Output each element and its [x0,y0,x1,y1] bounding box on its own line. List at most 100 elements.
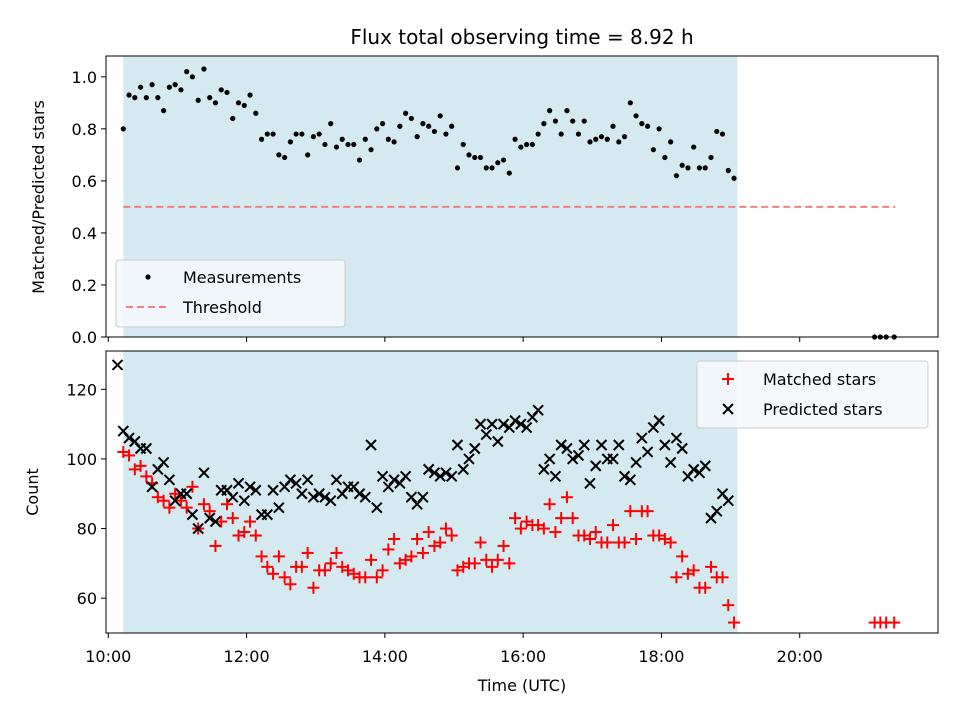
matched-star-point [664,536,677,549]
measurement-point [397,123,403,129]
measurement-point [333,144,340,150]
legend-matched-label: Matched stars [763,370,876,389]
measurement-point [339,136,345,142]
measurement-point [454,165,461,171]
measurement-point [212,100,219,106]
predicted-star-point [330,474,343,486]
matched-star-point [439,522,452,535]
predicted-star-point [480,428,492,441]
measurement-point [696,165,703,171]
measurement-point [708,154,714,161]
bottom-axes-frame [105,350,939,634]
legend-measurements-label: Measurements [183,268,301,287]
measurement-point [345,141,351,148]
matched-star-point [209,539,222,552]
matched-star-point [503,557,516,570]
predicted-star-point [469,442,481,455]
measurement-point [552,118,559,124]
measurement-point [322,141,328,148]
measurement-point [328,121,334,127]
bottom-y-tick-label: 80 [77,520,97,539]
predicted-star-point [186,508,199,521]
measurement-point [679,162,685,168]
matched-star-point [676,550,689,563]
bottom-y-tick-label: 60 [77,589,97,608]
measurement-point [506,170,512,176]
predicted-star-point [653,414,665,427]
measurement-point [391,139,397,145]
measurement-point [489,165,495,171]
predicted-star-point [578,439,590,451]
matched-star-point [295,560,308,573]
bottom-panel: 60 80 100 120 10:00 12:00 14:00 16:00 18:00 20:0… [23,350,939,695]
bottom-y-tick-label: 100 [66,450,97,469]
predicted-star-point [613,439,625,451]
measurement-point [379,121,386,127]
measurement-point [604,136,610,142]
predicted-star-point [325,494,337,507]
measurement-point [656,126,662,132]
matched-star-point [272,550,285,563]
measurement-point [270,131,276,137]
measurement-point [633,113,639,119]
measurement-point [420,121,426,127]
matched-star-point [330,546,343,559]
measurement-point [368,147,374,153]
matched-star-point [215,515,228,528]
measurement-point [535,131,541,137]
matched-star-point [618,536,631,549]
matched-star-point [422,526,435,539]
measurement-point [472,154,478,161]
measurement-point [299,131,305,137]
measurement-point [616,139,622,145]
measurement-point [731,175,737,181]
predicted-star-point [445,470,458,483]
matched-star-point [566,512,579,525]
legend-predicted-label: Predicted stars [763,400,883,419]
measurement-point [132,95,138,101]
measurement-point [460,141,466,148]
top-legend-box [115,259,346,328]
predicted-star-point [227,491,239,503]
predicted-star-point [463,453,475,465]
measurement-point [627,100,633,106]
measurement-point [529,141,535,148]
measurement-point [137,84,144,90]
measurement-point [702,165,708,171]
measurement-point [495,160,501,166]
predicted-star-point [296,488,308,500]
predicted-star-point [180,488,193,500]
measurement-point [224,89,230,96]
measurement-point [437,113,443,119]
measurement-point [575,131,582,137]
predicted-star-point [422,463,435,476]
top-legend: Measurements Threshold [115,259,346,328]
measurement-point [126,92,132,98]
measurement-point [258,136,265,142]
predicted-star-point [590,460,602,472]
predicted-star-point [428,467,441,479]
predicted-star-point [123,432,135,444]
x-tick-label: 20:00 [777,647,823,666]
measurement-point [155,95,161,101]
predicted-star-point [687,463,700,476]
matched-star-point [186,480,199,493]
matched-star-point [169,487,182,500]
measurement-point [443,131,449,137]
predicted-star-point [365,439,377,451]
matched-star-point [888,616,901,629]
matched-star-point [278,571,291,584]
predicted-star-point [140,442,153,455]
measurement-point [639,121,645,127]
predicted-star-point [319,491,331,503]
matched-star-point [244,515,257,528]
measurement-point [524,141,530,148]
x-axis-label: Time (UTC) [477,676,566,695]
predicted-star-point [636,432,648,444]
predicted-star-point [440,467,452,479]
measurement-point [518,144,524,150]
matched-star-point [589,526,602,539]
matched-star-point [641,505,654,518]
x-tick-label: 14:00 [362,647,408,666]
